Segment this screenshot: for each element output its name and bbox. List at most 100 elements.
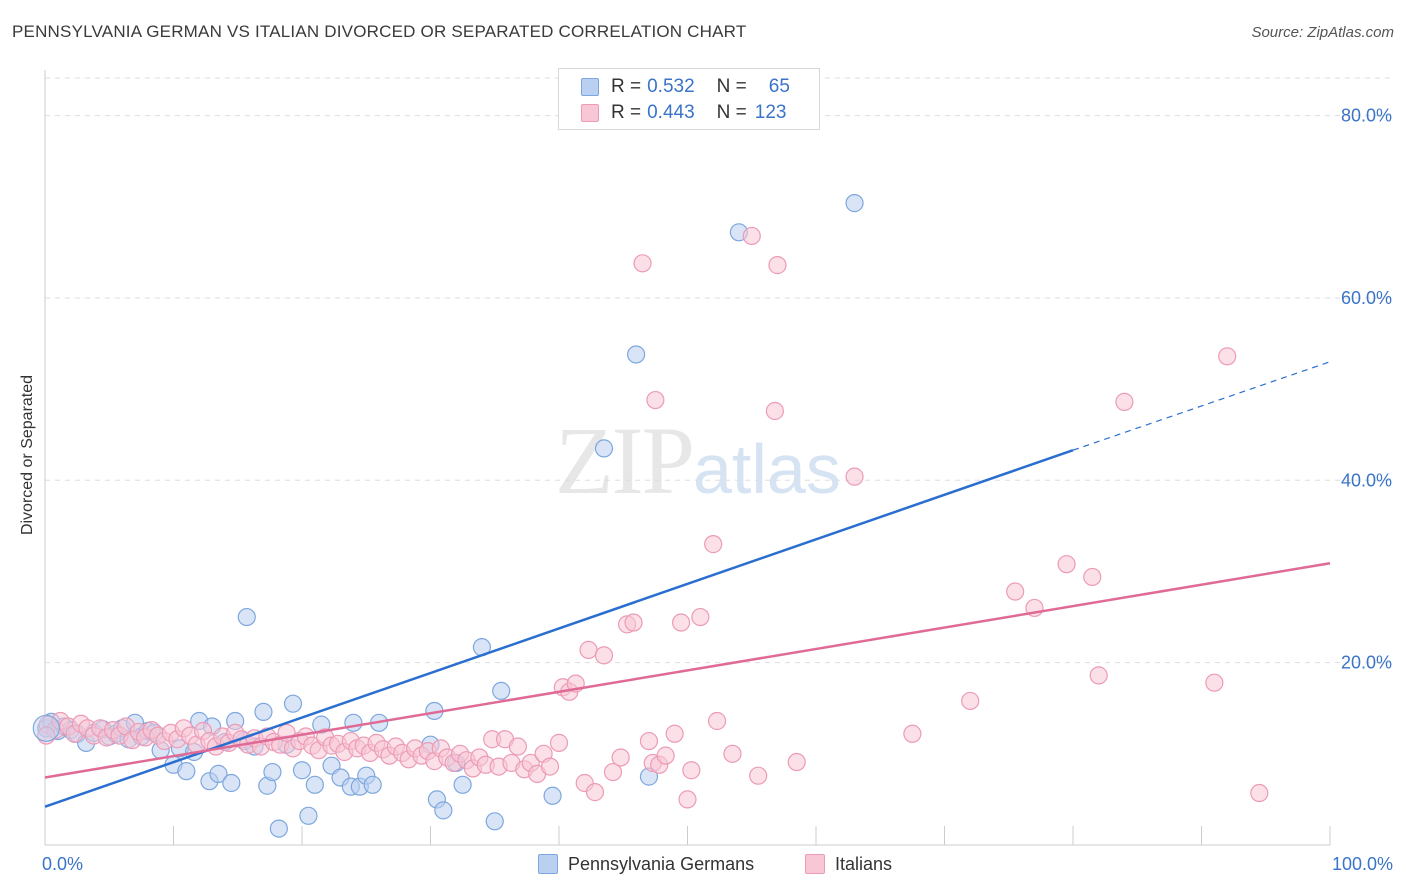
y-axis-label: Divorced or Separated	[19, 374, 36, 536]
point-italian	[704, 535, 723, 554]
italians-legend-icon	[805, 854, 825, 874]
y-tick-label: 20.0%	[1341, 653, 1392, 673]
point-italian	[691, 607, 710, 627]
point-italian	[742, 226, 761, 246]
point-italian	[1057, 555, 1076, 574]
legend-item-germans: Pennsylvania Germans	[538, 852, 754, 876]
chart-title: PENNSYLVANIA GERMAN VS ITALIAN DIVORCED …	[12, 22, 747, 41]
legend-item-italians: Italians	[805, 852, 892, 876]
trend-line-pennsylvania-german	[44, 449, 1074, 808]
point-pennsylvania-german	[594, 439, 614, 458]
point-italian	[768, 256, 787, 275]
point-italian	[671, 613, 691, 632]
point-italian	[549, 733, 569, 752]
point-italian	[656, 746, 675, 765]
y-tick-label: 80.0%	[1341, 106, 1392, 126]
watermark-atlas: atlas	[693, 430, 841, 508]
point-pennsylvania-german	[292, 761, 312, 780]
point-italian	[1089, 666, 1108, 685]
point-italian	[678, 790, 697, 809]
point-italian	[723, 744, 742, 763]
point-italian	[665, 724, 684, 743]
point-italian	[579, 640, 598, 659]
grid-lines	[45, 77, 1392, 664]
n-value: 65	[768, 76, 790, 97]
legend-label: Pennsylvania Germans	[568, 853, 755, 874]
point-pennsylvania-german	[626, 345, 646, 364]
germans-swatch-icon	[581, 78, 599, 96]
point-italian	[765, 401, 784, 421]
point-italian	[1115, 392, 1134, 411]
stats-legend-row-italians: R = 0.443 N = 123	[581, 101, 786, 125]
point-pennsylvania-german	[209, 764, 228, 783]
data-points	[32, 194, 1269, 838]
y-tick-label: 40.0%	[1341, 470, 1392, 490]
point-pennsylvania-german	[254, 702, 273, 721]
n-value: 123	[754, 102, 787, 123]
point-italian	[585, 783, 605, 802]
point-italian	[845, 467, 864, 486]
point-italian	[540, 757, 560, 776]
point-italian	[903, 724, 922, 743]
point-pennsylvania-german	[299, 806, 318, 825]
stats-legend: R = 0.532 N = 65 R = 0.443 N = 123	[558, 68, 820, 130]
point-italian	[639, 731, 659, 751]
point-italian	[624, 613, 643, 632]
x-tick-label: 0.0%	[42, 854, 83, 874]
point-italian	[1218, 347, 1237, 366]
r-label: R =	[611, 76, 642, 97]
point-pennsylvania-german	[305, 775, 324, 794]
point-italian	[508, 737, 527, 756]
point-italian	[37, 726, 56, 745]
italians-swatch-icon	[581, 104, 599, 122]
point-italian	[1205, 673, 1224, 692]
point-italian	[611, 748, 630, 767]
point-italian	[603, 762, 623, 782]
y-tick-label: 60.0%	[1341, 288, 1392, 308]
n-label: N =	[716, 76, 747, 97]
point-pennsylvania-german	[222, 773, 241, 793]
point-italian	[633, 254, 652, 273]
point-pennsylvania-german	[269, 819, 288, 838]
series-legend: Pennsylvania Germans Italians	[0, 852, 1406, 876]
point-pennsylvania-german	[492, 681, 511, 701]
point-pennsylvania-german	[263, 762, 282, 782]
point-pennsylvania-german	[845, 194, 864, 213]
point-italian	[1083, 567, 1102, 587]
point-cluster	[32, 714, 60, 742]
tick-labels: 20.0% 40.0% 60.0% 80.0% 0.0% 100.0%	[42, 106, 1393, 874]
watermark-zip: ZIP	[555, 407, 695, 514]
point-pennsylvania-german	[485, 812, 504, 831]
stats-legend-row-germans: R = 0.532 N = 65	[581, 75, 790, 99]
germans-legend-icon	[538, 854, 558, 874]
legend-label: Italians	[835, 853, 893, 874]
source-credit: Source: ZipAtlas.com	[1251, 24, 1394, 41]
r-value: 0.532	[647, 76, 695, 97]
point-pennsylvania-german	[177, 762, 196, 781]
point-italian	[961, 691, 980, 711]
trend-line-pennsylvania-german-extension	[1072, 361, 1331, 451]
point-pennsylvania-german	[434, 801, 453, 820]
point-italian	[682, 761, 701, 780]
point-italian	[594, 646, 614, 665]
x-tick-label: 100.0%	[1332, 854, 1393, 874]
point-italian	[1250, 783, 1269, 803]
point-pennsylvania-german	[237, 607, 256, 627]
point-pennsylvania-german	[283, 694, 303, 713]
r-label: R =	[611, 102, 642, 123]
point-italian	[646, 390, 665, 410]
point-italian	[787, 752, 806, 772]
point-pennsylvania-german	[543, 786, 562, 805]
point-pennsylvania-german	[344, 713, 363, 732]
point-pennsylvania-german	[363, 775, 382, 794]
trend-line-italian	[44, 562, 1331, 779]
point-italian	[1006, 582, 1025, 601]
point-italian	[749, 766, 768, 785]
r-value: 0.443	[647, 102, 695, 123]
watermark: ZIPatlas	[555, 405, 841, 516]
trend-lines	[44, 361, 1331, 808]
point-pennsylvania-german	[453, 775, 472, 794]
point-italian	[707, 711, 727, 731]
n-label: N =	[716, 102, 747, 123]
